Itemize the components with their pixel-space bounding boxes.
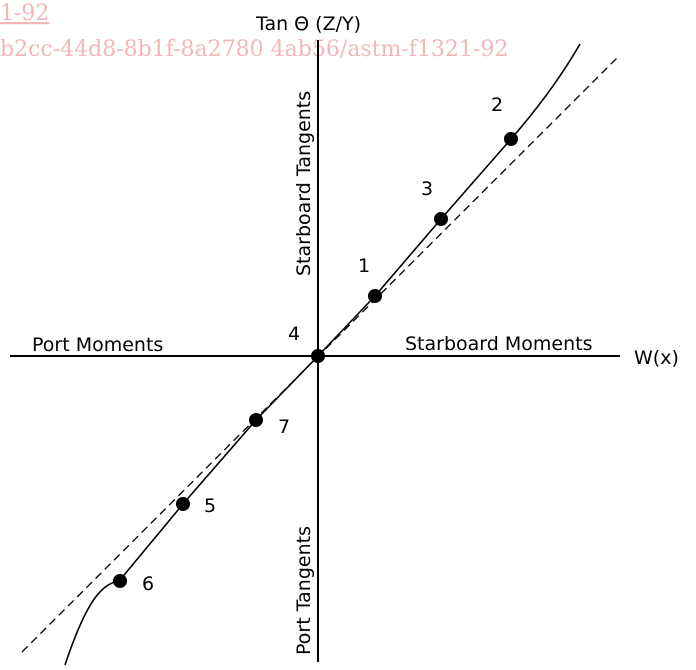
point-4-label: 4 [288,323,300,345]
point-2-label: 2 [491,94,503,116]
watermark: 1-92 b2cc-44d8-8b1f-8a2780 4ab56/astm-f1… [0,1,508,62]
point-7-marker [249,413,263,427]
starboard-tangents-label: Starboard Tangents [293,91,315,276]
y-axis-title: Tan Θ (Z/Y) [255,13,361,35]
point-3-label: 3 [421,178,433,200]
port-tangents-label: Port Tangents [293,526,315,655]
point-1-marker [368,289,382,303]
point-6-label: 6 [142,573,154,595]
data-points [113,132,518,588]
watermark-line-1: 1-92 [0,1,49,26]
port-moments-label: Port Moments [32,334,163,356]
point-6-marker [113,574,127,588]
point-2-marker [504,132,518,146]
point-3-marker [434,212,448,226]
starboard-moments-label: Starboard Moments [405,333,592,355]
point-1-label: 1 [358,255,370,277]
watermark-line-2: b2cc-44d8-8b1f-8a2780 4ab56/astm-f1321-9… [0,37,508,62]
point-4-marker [311,349,325,363]
point-5-marker [176,497,190,511]
point-labels: 1 2 3 4 5 6 7 [142,94,503,595]
point-5-label: 5 [204,495,216,517]
x-axis-title: W(x) [634,347,679,369]
point-7-label: 7 [278,416,290,438]
